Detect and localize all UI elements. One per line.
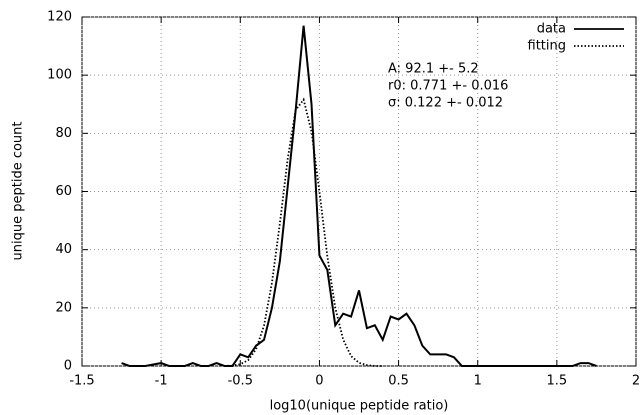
annotation: r0: 0.771 +- 0.016: [388, 79, 508, 94]
legend-label: data: [537, 22, 566, 37]
annotation: σ: 0.122 +- 0.012: [388, 96, 503, 111]
x-tick-label: 1.5: [547, 374, 568, 389]
y-tick-label: 20: [55, 300, 72, 315]
y-tick-label: 0: [64, 359, 72, 374]
annotation: A: 92.1 +- 5.2: [388, 62, 479, 77]
y-tick-label: 120: [47, 10, 72, 25]
y-axis-label: unique peptide count: [11, 122, 26, 261]
x-tick-label: 1: [474, 374, 482, 389]
series-line: [224, 97, 383, 367]
series-line: [121, 25, 597, 367]
y-tick-label: 80: [55, 126, 72, 141]
x-axis-label: log10(unique peptide ratio): [270, 399, 449, 414]
x-tick-label: 0: [315, 374, 323, 389]
x-tick-label: 2: [632, 374, 640, 389]
y-tick-label: 40: [55, 242, 72, 257]
x-tick-label: -1.5: [69, 374, 94, 389]
y-tick-label: 100: [47, 68, 72, 83]
y-tick-label: 60: [55, 184, 72, 199]
x-tick-label: -0.5: [228, 374, 253, 389]
x-tick-label: 0.5: [388, 374, 409, 389]
legend-label: fitting: [528, 39, 567, 54]
x-tick-label: -1: [155, 374, 168, 389]
